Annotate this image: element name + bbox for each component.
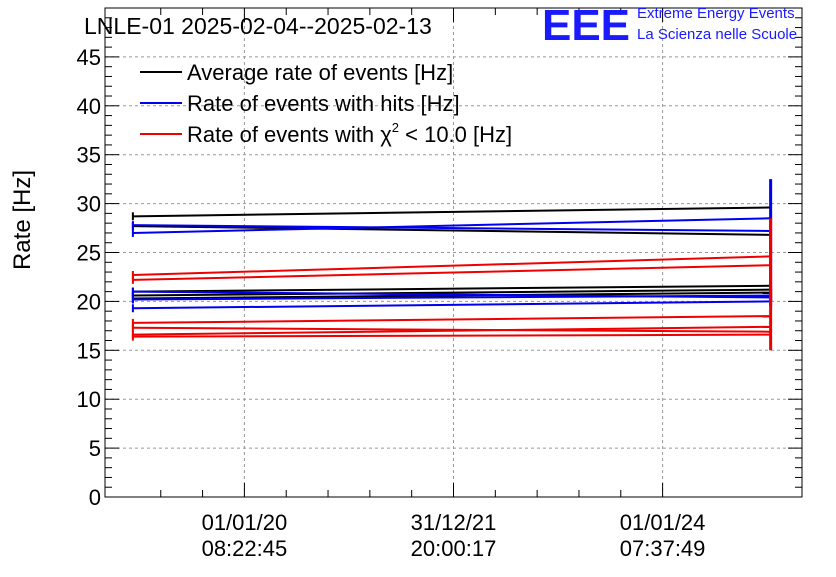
legend: Average rate of events [Hz] Rate of even… [140, 60, 512, 147]
chart-title: LNLE-01 2025-02-04--2025-02-13 [84, 13, 432, 39]
series-line-segment [132, 300, 771, 310]
y-tick-label: 0 [89, 485, 101, 510]
series-line-segment [132, 315, 771, 324]
series-line-segment [132, 264, 771, 281]
grid-layer [105, 8, 802, 497]
series-layer [131, 179, 773, 351]
series-line-segment [132, 284, 771, 293]
x-tick-label-time: 08:22:45 [202, 536, 288, 561]
series-line-segment [132, 255, 771, 276]
series-line-segment [132, 288, 771, 297]
series-2 [131, 218, 773, 351]
org-name-line2: La Scienza nelle Scuole [637, 26, 797, 43]
legend-label-chi2: Rate of events with χ2 < 10.0 [Hz] [187, 120, 512, 147]
series-0 [131, 206, 773, 303]
y-tick-label: 5 [89, 436, 101, 461]
series-line-segment [132, 325, 771, 336]
y-tick-label: 30 [77, 192, 101, 217]
y-axis-label: Rate [Hz] [9, 170, 36, 270]
legend-label-average: Average rate of events [Hz] [187, 60, 453, 85]
series-line-segment [132, 224, 771, 232]
x-tick-label-date: 01/01/20 [202, 510, 288, 535]
series-line-segment [132, 217, 771, 234]
y-tick-label: 40 [77, 94, 101, 119]
x-tick-label-time: 07:37:49 [620, 536, 706, 561]
series-line-segment [132, 206, 771, 218]
eee-logo: EEE [542, 1, 630, 50]
x-tick-label-date: 31/12/21 [411, 510, 497, 535]
y-tick-label: 10 [77, 387, 101, 412]
x-tick-label-time: 20:00:17 [411, 536, 497, 561]
org-name-line1: Extreme Energy Events [637, 5, 795, 22]
y-tick-label: 25 [77, 241, 101, 266]
series-line-segment [132, 294, 771, 301]
legend-label-hits: Rate of events with hits [Hz] [187, 91, 460, 116]
y-tick-label: 15 [77, 338, 101, 363]
x-tick-label-date: 01/01/24 [620, 510, 706, 535]
y-tick-label: 35 [77, 143, 101, 168]
series-line-segment [132, 225, 771, 236]
y-tick-label: 20 [77, 289, 101, 314]
series-line-segment [132, 333, 771, 338]
y-tick-label: 45 [77, 45, 101, 70]
